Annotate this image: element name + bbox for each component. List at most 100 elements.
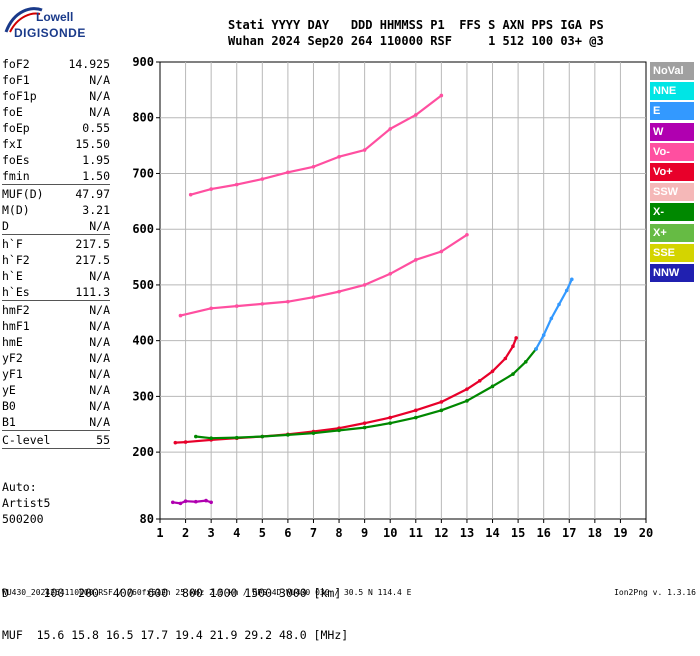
- trace-point: [503, 356, 508, 361]
- y-tick-label: 80: [140, 512, 154, 526]
- param-name: yF2: [2, 351, 23, 365]
- param-name: foEp: [2, 121, 30, 135]
- muf-row: MUF 15.6 15.8 16.5 17.7 19.4 21.9 29.2 4…: [2, 628, 349, 642]
- trace-segment: [235, 302, 264, 308]
- param-value: N/A: [89, 303, 110, 317]
- trace-segment: [286, 165, 315, 174]
- trace-point: [534, 347, 538, 351]
- trace-point: [194, 434, 198, 439]
- legend-item: Vo-: [650, 142, 694, 161]
- param-row: h`F2 217.5: [2, 252, 110, 268]
- legend-item: E: [650, 102, 694, 121]
- muf-distance-table: D 100 200 400 600 800 1000 1500 3000 [km…: [2, 558, 348, 656]
- trace-point: [204, 498, 208, 503]
- param-value: N/A: [89, 367, 110, 381]
- param-separator: [2, 300, 110, 301]
- trace-segment: [261, 171, 289, 181]
- param-name: hmE: [2, 335, 23, 349]
- trace-point: [234, 182, 239, 187]
- param-name: yF1: [2, 367, 23, 381]
- trace-segment: [491, 372, 515, 388]
- x-tick-label: 8: [335, 526, 342, 540]
- param-name: D: [2, 219, 9, 233]
- trace-segment: [465, 385, 494, 402]
- trace-segment: [261, 433, 289, 438]
- param-name: M(D): [2, 203, 30, 217]
- param-value: N/A: [89, 105, 110, 119]
- param-row: B1 N/A: [2, 414, 110, 430]
- trace-segment: [210, 436, 238, 440]
- trace-point: [311, 431, 316, 435]
- param-value: N/A: [89, 415, 110, 429]
- trace-segment: [337, 148, 366, 158]
- param-name: h`F: [2, 237, 23, 251]
- legend-item: Vo+: [650, 162, 694, 181]
- param-name: foF1p: [2, 89, 37, 103]
- param-row: MUF(D) 47.97: [2, 186, 110, 202]
- digisonde-logo: [4, 4, 76, 48]
- trace-segment: [557, 289, 568, 306]
- param-row: fmin 1.50: [2, 168, 110, 184]
- y-tick-label: 900: [132, 55, 154, 69]
- legend-item: SSW: [650, 183, 694, 202]
- param-name: hmF2: [2, 303, 30, 317]
- trace-point: [388, 421, 393, 425]
- x-tick-label: 11: [409, 526, 423, 540]
- param-value: N/A: [89, 319, 110, 333]
- auto-label: Auto:: [2, 480, 37, 494]
- parameter-list: foF2 14.925 foF1 N/A foF1p N/A foE N/A foEp 0.55 f…: [2, 56, 110, 450]
- param-name: h`Es: [2, 285, 30, 299]
- trace-point: [465, 399, 469, 403]
- trace-segment: [440, 233, 469, 253]
- trace-point: [188, 192, 193, 197]
- trace-point: [511, 372, 515, 376]
- param-name: fxI: [2, 137, 23, 151]
- polarization-legend: NoVal NNE E W Vo- Vo+ SSW X- X+ SSE NNW: [650, 62, 694, 284]
- trace-segment: [389, 416, 417, 425]
- param-row: foEp 0.55: [2, 120, 110, 136]
- trace-segment: [189, 187, 213, 196]
- trace-segment: [565, 278, 573, 292]
- param-value: N/A: [89, 89, 110, 103]
- trace-segment: [534, 333, 545, 351]
- trace-segment: [491, 357, 507, 373]
- trace-point: [311, 295, 316, 299]
- param-row: hmF2 N/A: [2, 302, 110, 318]
- trace-segment: [478, 370, 494, 382]
- trace-point: [234, 435, 239, 440]
- param-value: 0.55: [82, 121, 110, 135]
- y-tick-label: 300: [132, 389, 154, 403]
- trace-point: [465, 232, 469, 237]
- trace-segment: [286, 296, 315, 303]
- param-value: 15.50: [75, 137, 110, 151]
- trace-segment: [440, 388, 469, 404]
- trace-segment: [414, 409, 443, 419]
- trace-segment: [414, 250, 443, 261]
- logo-text-top: Lowell: [36, 10, 74, 24]
- trace-segment: [363, 127, 392, 152]
- param-name: yE: [2, 383, 16, 397]
- x-tick-label: 15: [511, 526, 525, 540]
- param-name: B0: [2, 399, 16, 413]
- trace-point: [209, 500, 213, 505]
- param-value: 111.3: [75, 285, 110, 299]
- param-separator: [2, 234, 110, 235]
- trace-point: [362, 283, 367, 287]
- legend-item: SSE: [650, 243, 694, 262]
- trace-point: [286, 170, 290, 175]
- trace-point: [413, 113, 418, 117]
- param-separator: [2, 430, 110, 431]
- trace-point: [183, 440, 188, 444]
- trace-point: [260, 434, 265, 439]
- trace-point: [439, 93, 444, 98]
- logo-text-bottom: DIGISONDE: [14, 26, 86, 40]
- trace-point: [490, 384, 495, 389]
- param-row: foF2 14.925: [2, 56, 110, 72]
- trace-segment: [261, 300, 289, 305]
- y-tick-label: 500: [132, 278, 154, 292]
- param-value: 1.50: [82, 169, 110, 183]
- ionogram-chart: 1 2 3 4 5 6 7 8 9 10 11 12 13 14 15 16 17 18 19 20802003004…: [132, 55, 653, 540]
- trace-segment: [179, 307, 213, 317]
- trace-segment: [465, 379, 481, 391]
- y-tick-label: 400: [132, 334, 154, 348]
